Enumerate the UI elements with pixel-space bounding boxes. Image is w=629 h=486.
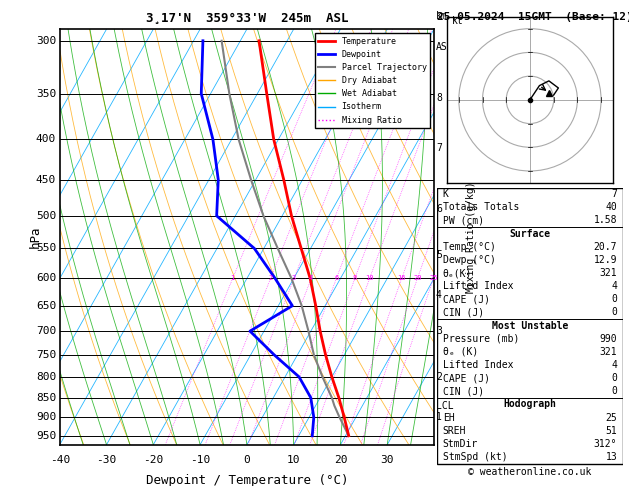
Text: 0: 0	[611, 308, 617, 317]
Text: 4: 4	[611, 360, 617, 370]
Text: 0: 0	[243, 455, 250, 465]
Text: 400: 400	[36, 134, 56, 144]
Text: 25: 25	[430, 275, 438, 281]
Text: kt: kt	[452, 16, 464, 26]
Text: Surface: Surface	[509, 228, 550, 239]
Text: Totals Totals: Totals Totals	[443, 202, 519, 212]
Text: 2: 2	[436, 372, 442, 382]
Text: 10: 10	[287, 455, 301, 465]
Text: Most Unstable: Most Unstable	[492, 321, 568, 330]
Text: Temp (°C): Temp (°C)	[443, 242, 496, 252]
Text: 1: 1	[436, 412, 442, 422]
Text: 4: 4	[611, 281, 617, 291]
Text: ASL: ASL	[436, 42, 454, 52]
Text: 1.58: 1.58	[594, 215, 617, 226]
Text: Dewpoint / Temperature (°C): Dewpoint / Temperature (°C)	[146, 474, 348, 486]
Text: 800: 800	[36, 372, 56, 382]
Text: 2: 2	[269, 275, 273, 281]
Text: -40: -40	[50, 455, 70, 465]
Text: © weatheronline.co.uk: © weatheronline.co.uk	[468, 468, 592, 477]
Text: 20: 20	[413, 275, 422, 281]
Text: 0: 0	[611, 295, 617, 304]
Text: 20: 20	[334, 455, 347, 465]
Text: 0: 0	[611, 386, 617, 396]
Text: 25.05.2024  15GMT  (Base: 12): 25.05.2024 15GMT (Base: 12)	[437, 12, 629, 22]
Text: θₑ(K): θₑ(K)	[443, 268, 472, 278]
Text: 550: 550	[36, 243, 56, 254]
Text: 500: 500	[36, 211, 56, 221]
Text: -10: -10	[190, 455, 210, 465]
Text: 7: 7	[436, 143, 442, 153]
Text: 51: 51	[605, 426, 617, 435]
Text: SREH: SREH	[443, 426, 466, 435]
Text: CAPE (J): CAPE (J)	[443, 373, 490, 383]
Text: CIN (J): CIN (J)	[443, 386, 484, 396]
Text: 990: 990	[599, 334, 617, 344]
Text: Hodograph: Hodograph	[503, 399, 557, 409]
Text: km: km	[436, 11, 448, 21]
Text: 8: 8	[353, 275, 357, 281]
Text: 6: 6	[335, 275, 338, 281]
Text: 350: 350	[36, 88, 56, 99]
Text: PW (cm): PW (cm)	[443, 215, 484, 226]
Text: CIN (J): CIN (J)	[443, 308, 484, 317]
Text: 750: 750	[36, 350, 56, 360]
Text: 3: 3	[436, 326, 442, 336]
Text: 312°: 312°	[594, 439, 617, 449]
Text: StmDir: StmDir	[443, 439, 478, 449]
Text: hPa: hPa	[29, 226, 42, 248]
Text: 450: 450	[36, 175, 56, 185]
Text: CAPE (J): CAPE (J)	[443, 295, 490, 304]
Text: 10: 10	[365, 275, 374, 281]
Text: StmSpd (kt): StmSpd (kt)	[443, 452, 508, 462]
Text: 300: 300	[36, 36, 56, 46]
Legend: Temperature, Dewpoint, Parcel Trajectory, Dry Adiabat, Wet Adiabat, Isotherm, Mi: Temperature, Dewpoint, Parcel Trajectory…	[315, 34, 430, 128]
Text: -20: -20	[143, 455, 164, 465]
Text: 700: 700	[36, 326, 56, 336]
Text: 6: 6	[436, 204, 442, 214]
Text: 25: 25	[605, 413, 617, 422]
Text: 321: 321	[599, 347, 617, 357]
Text: 8: 8	[436, 93, 442, 104]
Text: 321: 321	[599, 268, 617, 278]
Text: 4: 4	[309, 275, 313, 281]
Text: 4: 4	[436, 290, 442, 300]
Text: 13: 13	[605, 452, 617, 462]
Text: 900: 900	[36, 412, 56, 422]
Text: 40: 40	[605, 202, 617, 212]
Text: 3¸17'N  359°33'W  245m  ASL: 3¸17'N 359°33'W 245m ASL	[146, 12, 348, 25]
Text: Lifted Index: Lifted Index	[443, 281, 513, 291]
Text: 30: 30	[381, 455, 394, 465]
Text: Dewp (°C): Dewp (°C)	[443, 255, 496, 265]
Text: 7: 7	[611, 189, 617, 199]
Text: 12.9: 12.9	[594, 255, 617, 265]
Text: Lifted Index: Lifted Index	[443, 360, 513, 370]
Text: LCL: LCL	[436, 400, 454, 411]
Text: 16: 16	[398, 275, 406, 281]
Text: 5: 5	[436, 250, 442, 260]
Text: 600: 600	[36, 273, 56, 283]
Text: 850: 850	[36, 393, 56, 403]
Text: 0: 0	[611, 373, 617, 383]
Text: EH: EH	[443, 413, 455, 422]
Text: 20.7: 20.7	[594, 242, 617, 252]
Text: Mixing Ratio (g/kg): Mixing Ratio (g/kg)	[467, 181, 476, 293]
Text: 3: 3	[292, 275, 296, 281]
Text: θₑ (K): θₑ (K)	[443, 347, 478, 357]
Text: Pressure (mb): Pressure (mb)	[443, 334, 519, 344]
Text: 650: 650	[36, 301, 56, 311]
Text: 1: 1	[231, 275, 235, 281]
Text: 950: 950	[36, 431, 56, 441]
Text: -30: -30	[96, 455, 116, 465]
Text: K: K	[443, 189, 448, 199]
